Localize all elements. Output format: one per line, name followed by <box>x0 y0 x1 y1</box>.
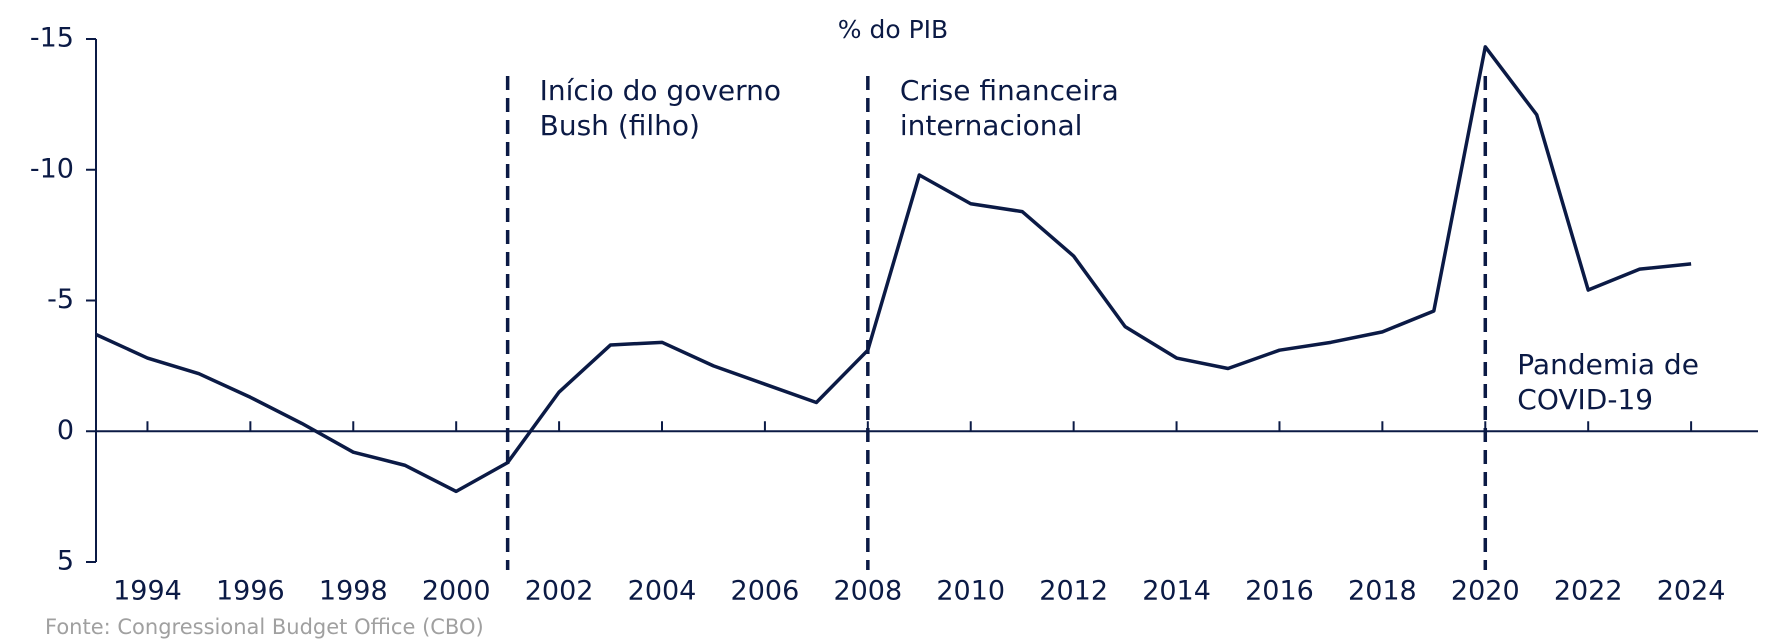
event-label: Pandemia de <box>1517 348 1699 381</box>
x-tick-label: 2006 <box>731 576 800 607</box>
x-tick-label: 2016 <box>1245 576 1314 607</box>
y-tick-label: 0 <box>57 415 74 446</box>
y-tick-label: -10 <box>30 153 74 184</box>
source: Fonte: Congressional Budget Office (CBO) <box>45 615 484 639</box>
x-tick-label: 1998 <box>319 576 388 607</box>
x-tick-label: 2022 <box>1554 576 1623 607</box>
x-tick-label: 2014 <box>1142 576 1211 607</box>
x-tick-label: 2012 <box>1039 576 1108 607</box>
x-tick-label: 2004 <box>628 576 697 607</box>
x-tick-label: 2010 <box>936 576 1005 607</box>
event-label: Crise financeira <box>900 74 1119 107</box>
event-label: Início do governo <box>540 74 781 107</box>
x-tick-label: 2002 <box>525 576 594 607</box>
x-tick-label: 2018 <box>1348 576 1417 607</box>
x-tick-label: 2000 <box>422 576 491 607</box>
y-tick-label: 5 <box>57 546 74 577</box>
x-tick-label: 2024 <box>1657 576 1726 607</box>
subtitle: % do PIB <box>838 15 948 44</box>
x-tick-label: 2020 <box>1451 576 1520 607</box>
y-tick-label: -5 <box>47 284 74 315</box>
x-tick-label: 2008 <box>833 576 902 607</box>
event-label: internacional <box>900 109 1083 142</box>
event-label: Bush (filho) <box>540 109 700 142</box>
x-tick-label: 1994 <box>113 576 182 607</box>
data-line <box>95 45 1692 494</box>
y-tick-label: -15 <box>30 23 74 54</box>
x-tick-label: 1996 <box>216 576 285 607</box>
event-label: COVID-19 <box>1517 383 1653 416</box>
